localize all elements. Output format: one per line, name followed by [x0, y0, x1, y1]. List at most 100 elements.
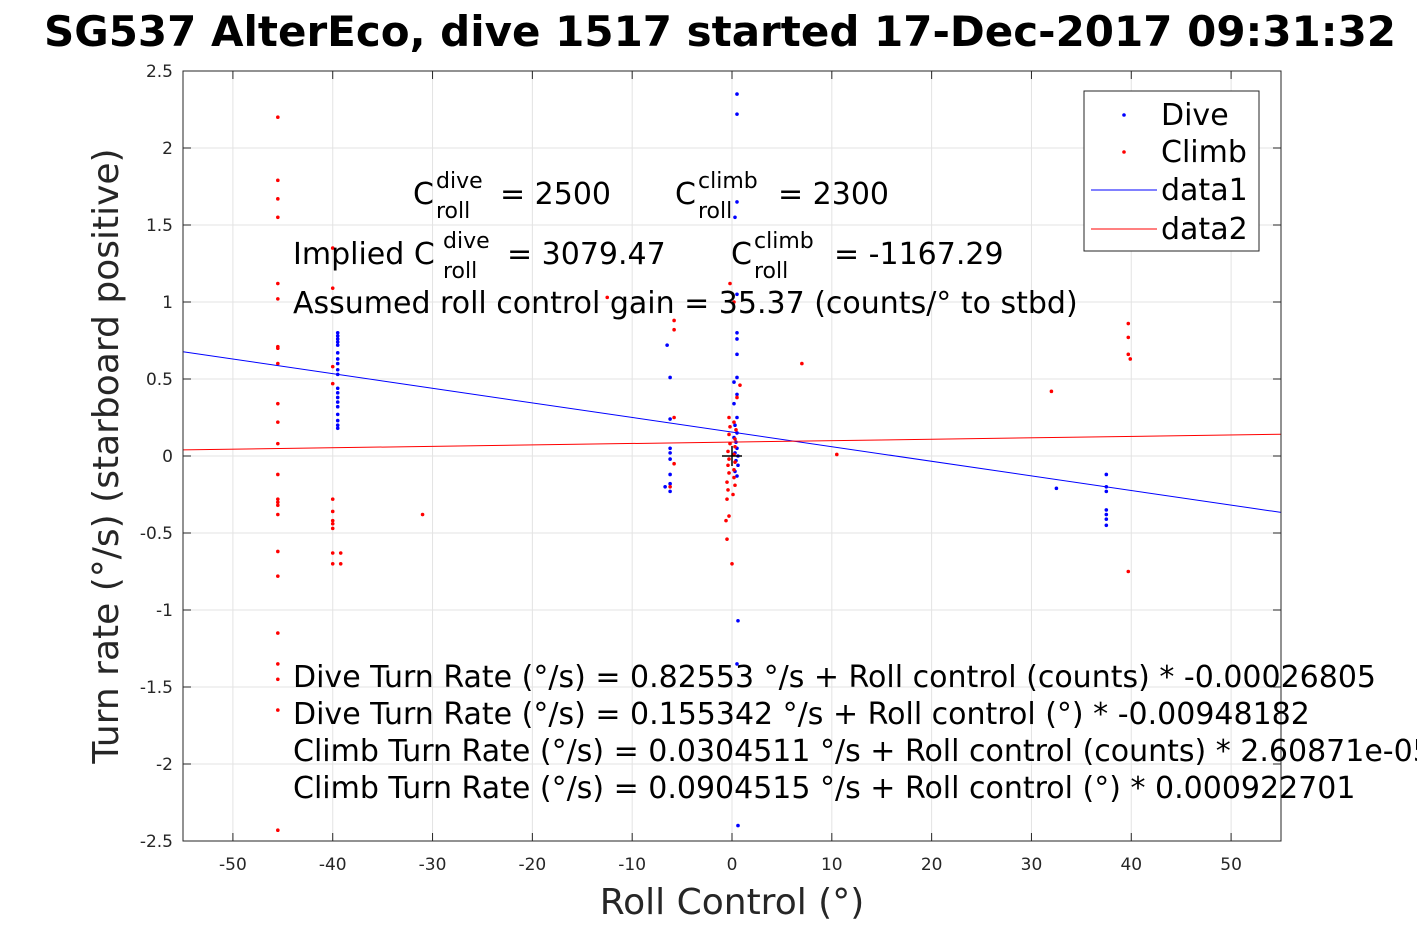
point-climb	[330, 509, 335, 514]
point-climb	[338, 551, 343, 555]
point-climb	[727, 457, 731, 461]
legend-label-dive: Dive	[1161, 98, 1229, 133]
point-climb	[727, 432, 731, 437]
point-climb	[727, 415, 731, 420]
x-axis-ticks: -50 -40 -30 -20 -10 0 10 20 30 40 50	[219, 71, 1242, 875]
point-dive	[663, 485, 667, 489]
point-climb	[330, 526, 335, 531]
point-climb	[276, 297, 280, 301]
point-dive	[668, 457, 672, 461]
point-climb	[733, 460, 737, 464]
point-dive	[668, 451, 672, 455]
x-tick-label: -50	[219, 855, 247, 875]
point-climb	[276, 361, 280, 366]
y-tick-label: -1	[156, 601, 173, 621]
implied-dive-subscript: roll	[443, 259, 477, 284]
point-dive	[335, 426, 340, 431]
point-climb	[724, 518, 728, 523]
y-tick-label: -2.5	[140, 832, 173, 852]
point-climb	[276, 574, 280, 578]
point-dive	[335, 395, 340, 400]
implied-prefix: Implied C	[293, 237, 435, 272]
point-climb	[800, 361, 804, 366]
point-dive	[668, 375, 672, 380]
point-climb	[330, 562, 335, 566]
implied-climb-value: = -1167.29	[834, 237, 1004, 272]
c-climb-subscript: roll	[698, 199, 732, 224]
point-climb	[735, 395, 739, 400]
point-dive	[668, 446, 672, 451]
c-dive-subscript: roll	[436, 199, 470, 224]
point-dive	[335, 361, 340, 366]
point-climb	[727, 471, 731, 475]
point-climb	[1126, 352, 1131, 357]
point-climb	[276, 828, 280, 833]
c-climb-symbol: C	[675, 177, 696, 212]
fit-line-data1	[183, 351, 1281, 513]
plot-data	[183, 92, 1281, 833]
point-dive	[735, 352, 739, 357]
point-climb	[732, 468, 736, 472]
point-dive	[733, 423, 737, 428]
point-dive	[335, 400, 340, 404]
point-climb	[1126, 335, 1131, 340]
point-climb	[330, 521, 335, 526]
point-dive	[735, 375, 739, 380]
y-axis-label: Turn rate (°/s) (starboard positive)	[86, 148, 127, 764]
point-climb	[276, 420, 280, 424]
point-dive	[735, 292, 739, 297]
legend-box	[1083, 90, 1260, 252]
point-dive	[735, 200, 739, 204]
roll-gain-annotation: Assumed roll control gain = 35.37 (count…	[293, 286, 1078, 321]
c-dive-symbol: C	[413, 177, 434, 212]
x-tick-label: -40	[319, 855, 347, 875]
point-climb	[726, 449, 730, 454]
point-climb	[672, 327, 676, 332]
point-climb	[276, 281, 280, 286]
y-tick-label: -0.5	[140, 524, 173, 544]
point-climb	[725, 537, 729, 541]
point-dive	[733, 215, 737, 220]
point-climb	[276, 472, 280, 477]
annotation-implied-c: Implied C dive roll = 3079.47 C climb ro…	[293, 229, 1004, 284]
point-dive	[335, 367, 340, 372]
point-dive	[735, 337, 739, 341]
point-climb	[330, 381, 335, 386]
implied-dive-value: = 3079.47	[507, 237, 666, 272]
point-dive	[732, 380, 736, 384]
point-dive	[665, 343, 669, 347]
legend-marker-dive	[1122, 113, 1126, 117]
point-climb	[733, 444, 737, 449]
point-climb	[276, 677, 280, 682]
point-climb	[733, 483, 737, 488]
x-tick-label: 40	[1120, 855, 1142, 875]
point-dive	[668, 472, 672, 477]
y-tick-label: 2	[162, 139, 173, 159]
y-tick-label: -2	[156, 755, 173, 775]
point-climb	[730, 562, 734, 566]
point-climb	[276, 512, 280, 517]
point-dive	[736, 618, 740, 623]
point-dive	[735, 662, 739, 666]
point-climb	[1049, 389, 1054, 394]
point-dive	[1054, 486, 1059, 491]
point-climb	[276, 631, 280, 635]
point-climb	[726, 488, 730, 492]
point-dive	[335, 386, 340, 391]
point-climb	[733, 437, 737, 441]
point-climb	[728, 281, 732, 286]
point-climb	[732, 420, 736, 424]
point-climb	[726, 463, 730, 468]
fit-annotation-dive-degrees: Dive Turn Rate (°/s) = 0.155342 °/s + Ro…	[293, 697, 1310, 732]
point-climb	[668, 485, 672, 489]
annotation-c-roll-climb: C climb roll = 2300	[675, 169, 889, 224]
point-climb	[330, 497, 335, 501]
annotation-c-roll-dive: C dive roll = 2500	[413, 169, 611, 224]
point-climb	[1126, 321, 1131, 326]
point-climb	[276, 346, 280, 351]
x-tick-label: 30	[1021, 855, 1043, 875]
point-climb	[330, 364, 335, 369]
implied-climb-symbol: C	[731, 237, 752, 272]
point-climb	[276, 178, 280, 183]
x-tick-label: -10	[618, 855, 646, 875]
